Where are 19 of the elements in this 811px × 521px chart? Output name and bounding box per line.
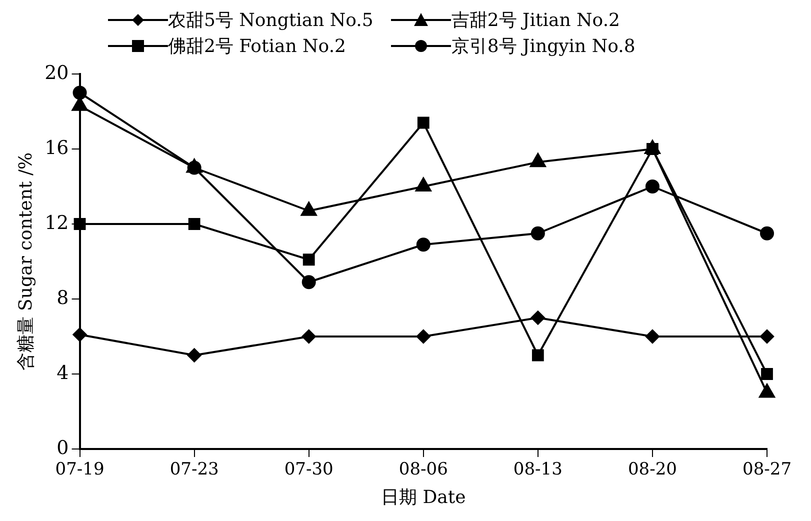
x-tick-label: 08-13 [513, 460, 562, 480]
legend-label: 吉甜2号 Jitian No.2 [451, 9, 620, 32]
x-tick-label: 07-19 [55, 460, 104, 480]
x-tick-label: 07-23 [170, 460, 219, 480]
x-axis-title: 日期 Date [381, 486, 466, 508]
x-tick-label: 08-20 [628, 460, 677, 480]
y-axis-title: 含糖量 Sugar content /% [15, 152, 36, 371]
y-tick-label: 12 [44, 212, 69, 234]
x-tick-label: 08-27 [742, 460, 792, 480]
x-tick-label: 07-30 [284, 460, 334, 480]
y-tick-label: 4 [56, 362, 69, 384]
y-tick-label: 16 [44, 136, 69, 159]
y-tick-label: 8 [56, 286, 69, 309]
y-tick-label: 20 [44, 62, 69, 84]
y-tick-label: 0 [56, 436, 69, 459]
legend-label: 京引8号 Jingyin No.8 [451, 35, 636, 58]
x-tick-label: 08-06 [398, 460, 448, 480]
legend-label: 佛甜2号 Fotian No.2 [168, 35, 346, 58]
legend-label: 农甜5号 Nongtian No.5 [168, 9, 374, 32]
